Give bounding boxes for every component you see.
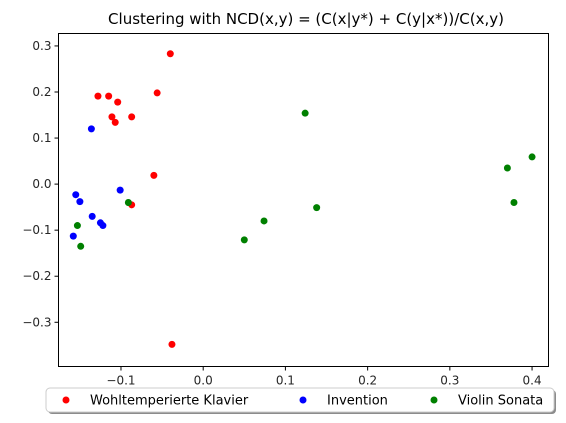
x-tick-label: 0.0 — [194, 374, 213, 388]
data-point-violin-sonata — [124, 199, 132, 207]
data-point-violin-sonata — [260, 217, 268, 225]
y-tick-label: −0.2 — [22, 269, 51, 283]
x-tick-label: 0.2 — [358, 374, 377, 388]
y-tick-label: 0.2 — [32, 85, 51, 99]
data-point-violin-sonata — [73, 222, 81, 230]
legend: Wohltemperierte Klavier Invention Violin S… — [45, 387, 556, 414]
data-point-wohltemperierte-klavier — [153, 89, 161, 97]
data-point-invention — [72, 191, 80, 199]
data-point-wohltemperierte-klavier — [105, 92, 113, 100]
data-point-wohltemperierte-klavier — [150, 171, 158, 179]
data-point-wohltemperierte-klavier — [111, 118, 119, 126]
plot-area — [58, 33, 549, 367]
y-tick-label: 0.3 — [32, 39, 51, 53]
data-point-wohltemperierte-klavier — [108, 113, 116, 121]
data-point-violin-sonata — [510, 199, 518, 207]
y-axis: 0.3 0.2 0.1 0.0 −0.1 −0.2 −0.3 — [22, 39, 59, 329]
x-tick-label: −0.1 — [106, 374, 135, 388]
y-tick-label: 0.1 — [32, 131, 51, 145]
data-point-invention — [76, 198, 84, 206]
data-point-violin-sonata — [240, 236, 248, 244]
data-point-invention — [87, 125, 95, 133]
x-axis: −0.1 0.0 0.1 0.2 0.3 0.4 — [106, 366, 542, 388]
legend-label-violin-sonata: Violin Sonata — [458, 394, 543, 409]
data-point-wohltemperierte-klavier — [114, 98, 122, 106]
data-point-violin-sonata — [301, 109, 309, 117]
data-point-invention — [69, 232, 77, 240]
data-point-violin-sonata — [77, 242, 85, 250]
data-point-violin-sonata — [313, 204, 321, 212]
data-point-wohltemperierte-klavier — [94, 92, 102, 100]
data-point-wohltemperierte-klavier — [168, 340, 176, 348]
data-point-wohltemperierte-klavier — [128, 113, 136, 121]
chart-title: Clustering with NCD(x,y) = (C(x|y*) + C(… — [108, 10, 504, 28]
x-tick-label: 0.3 — [440, 374, 459, 388]
data-point-violin-sonata — [528, 153, 536, 161]
data-point-wohltemperierte-klavier — [166, 50, 174, 58]
data-points — [69, 50, 536, 348]
data-point-invention — [116, 186, 124, 194]
legend-marker-invention — [299, 396, 307, 404]
legend-label-wohltemperierte-klavier: Wohltemperierte Klavier — [90, 394, 249, 409]
y-tick-label: 0.0 — [32, 177, 51, 191]
data-point-invention — [99, 222, 107, 230]
data-point-violin-sonata — [503, 164, 511, 172]
legend-label-invention: Invention — [327, 394, 388, 409]
x-tick-label: 0.4 — [523, 374, 542, 388]
legend-marker-wohltemperierte-klavier — [62, 396, 70, 404]
y-tick-label: −0.3 — [22, 315, 51, 329]
y-tick-label: −0.1 — [22, 223, 51, 237]
legend-marker-violin-sonata — [430, 396, 438, 404]
data-point-invention — [88, 212, 96, 220]
x-tick-label: 0.1 — [276, 374, 295, 388]
